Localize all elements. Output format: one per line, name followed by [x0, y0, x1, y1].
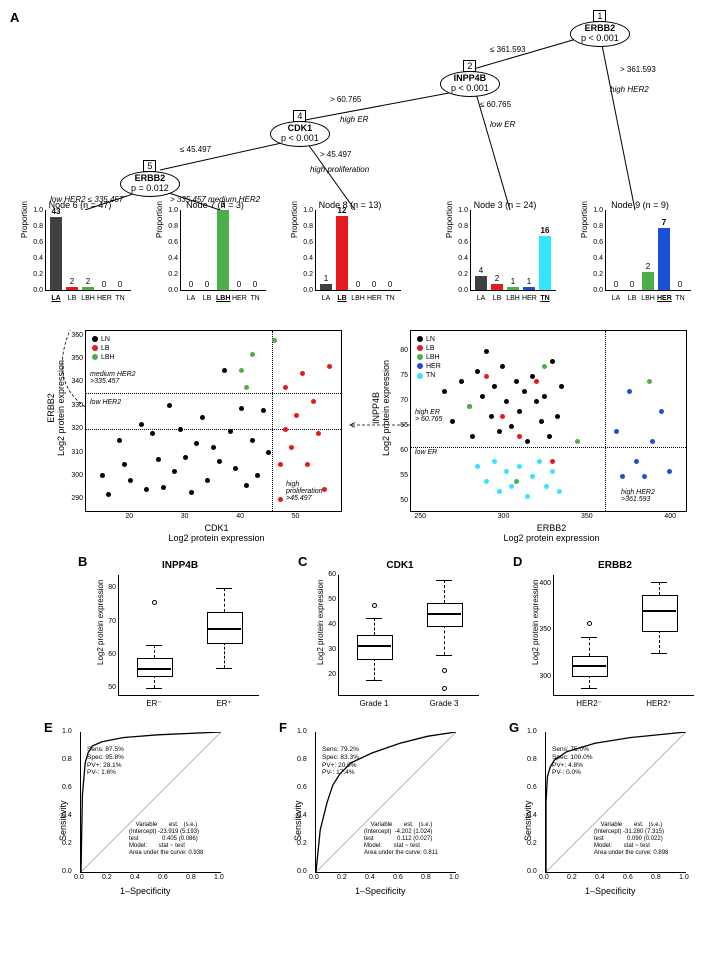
roc-row: E Sensitivity Sens: 87.5% Spec: 95.8% PV…: [10, 726, 708, 906]
edge-label: ≤ 45.497: [180, 145, 211, 154]
tree-annotation: high ER: [340, 115, 368, 124]
boxplot-row: B INPP4B Log2 protein expression ER⁻ER⁺5…: [10, 560, 708, 720]
figure-root: A 1ERBB2p < 0.0012INPP4Bp < 0.0014CDK1p …: [10, 10, 708, 906]
tree-node-5: 5ERBB2p = 0.012: [120, 160, 180, 197]
tree-node-2: 2INPP4Bp < 0.001: [440, 60, 500, 97]
terminal-bars-row: Node 6 (n = 47) Proportion 43LA2LB2LBH0H…: [10, 200, 708, 330]
boxplot-ERBB2: D ERBB2 Log2 protein expression HER2⁻HER…: [525, 560, 705, 696]
terminal-bar-panel: Node 3 (n = 24) Proportion 4LA2LB1LBH1HE…: [455, 200, 555, 291]
tree-annotation: high HER2: [610, 85, 649, 94]
edge-label: > 361.593: [620, 65, 656, 74]
terminal-bar-panel: Node 6 (n = 47) Proportion 43LA2LB2LBH0H…: [30, 200, 130, 291]
edge-label: ≤ 60.765: [480, 100, 511, 109]
tree-annotation: high proliferation: [310, 165, 369, 174]
tree-annotation: low ER: [490, 120, 515, 129]
edge-label: ≤ 361.593: [490, 45, 526, 54]
tree-node-1: 1ERBB2p < 0.001: [570, 10, 630, 47]
edge-label: > 45.497: [320, 150, 351, 159]
terminal-bar-panel: Node 9 (n = 9) Proportion 0LA0LB2LBH7HER…: [590, 200, 690, 291]
boxplot-CDK1: C CDK1 Log2 protein expression Grade 1Gr…: [310, 560, 490, 696]
terminal-bar-panel: Node 8 (n = 13) Proportion 1LA12LB0LBH0H…: [300, 200, 400, 291]
roc-G: G Sensitivity Sens: 75.0% Spec: 100.0% P…: [515, 726, 715, 873]
tree-node-4: 4CDK1p < 0.001: [270, 110, 330, 147]
roc-F: F Sensitivity Sens: 79.2% Spec: 83.3% PV…: [285, 726, 485, 873]
edge-label: > 60.765: [330, 95, 361, 104]
terminal-bar-panel: Node 7 (n = 3) Proportion 0LA0LB3LBH0HER…: [165, 200, 265, 291]
roc-E: E Sensitivity Sens: 87.5% Spec: 95.8% PV…: [50, 726, 250, 873]
scatter-row: LNLBLBHmedium HER2 >335.457low HER2high …: [10, 330, 708, 550]
boxplot-INPP4B: B INPP4B Log2 protein expression ER⁻ER⁺5…: [90, 560, 270, 696]
decision-tree: 1ERBB2p < 0.001 2INPP4Bp < 0.001 4CDK1p < …: [10, 10, 708, 200]
